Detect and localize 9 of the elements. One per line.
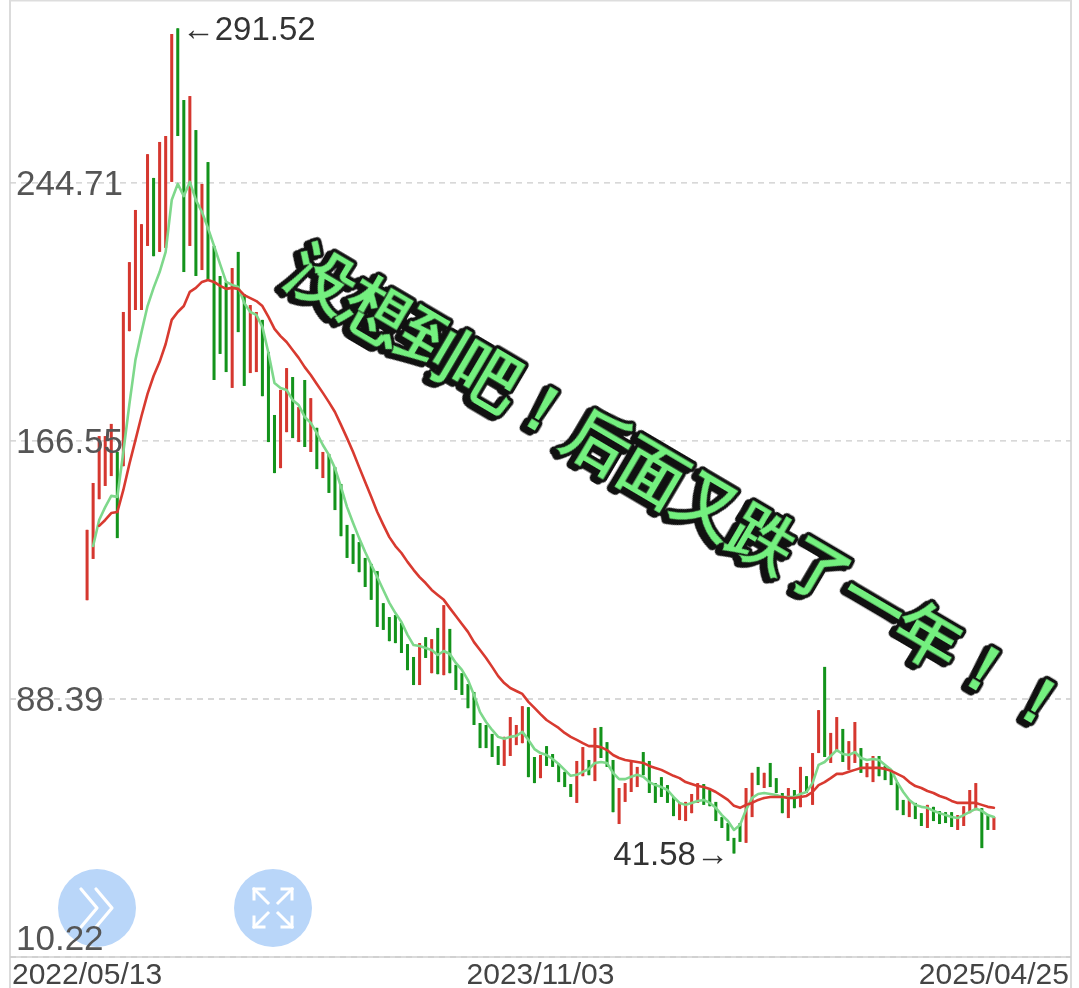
x-tick-label: 2023/11/03 [466, 957, 615, 988]
y-tick-label: 88.39 [16, 679, 104, 719]
x-tick-label: 2022/05/13 [12, 957, 163, 988]
y-tick-label: 244.71 [16, 163, 124, 203]
annotation: 没想到吧！后面又跌了一年！！ [275, 230, 1079, 750]
x-tick-label: 2025/04/25 [918, 957, 1069, 988]
annotation: 41.58→ [613, 834, 729, 872]
annotation: ←291.52 [181, 9, 316, 47]
y-tick-label: 10.22 [16, 917, 104, 957]
